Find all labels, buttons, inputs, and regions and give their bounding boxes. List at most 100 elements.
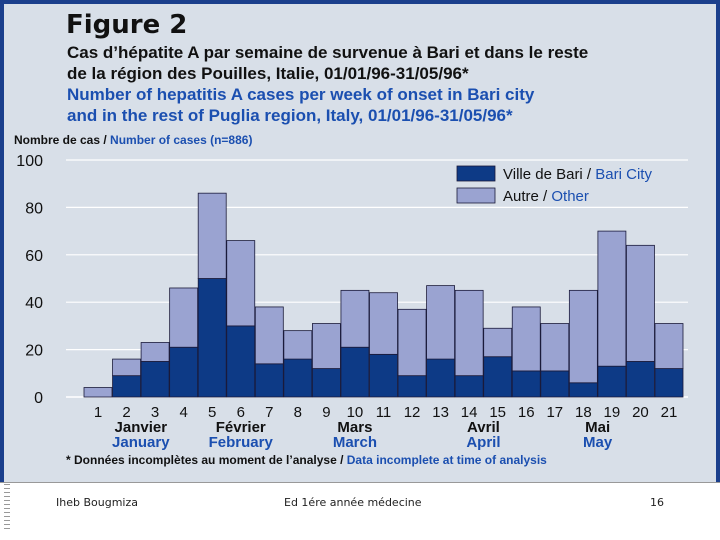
bar-other-week-11 bbox=[369, 292, 398, 355]
x-tick-label: 9 bbox=[322, 404, 330, 421]
bar-other-week-4 bbox=[169, 287, 199, 348]
x-tick-label: 4 bbox=[179, 404, 187, 421]
bar-other-week-7 bbox=[254, 306, 284, 365]
x-tick-label: 16 bbox=[518, 404, 535, 421]
y-axis-label-fr: Nombre de cas / bbox=[14, 133, 111, 147]
subtitle-en-line-1: Number of hepatitis A cases per week of … bbox=[67, 85, 535, 104]
x-tick-label: 3 bbox=[151, 404, 159, 421]
month-label-fr: Février bbox=[216, 419, 266, 436]
month-label-fr: Janvier bbox=[115, 419, 168, 436]
x-tick-label: 17 bbox=[546, 404, 563, 421]
slide-right-border bbox=[716, 0, 720, 482]
footer-divider bbox=[0, 482, 720, 483]
bar-bari-week-9 bbox=[311, 368, 341, 398]
month-label-fr: Avril bbox=[467, 419, 500, 436]
footer-page-number: 16 bbox=[650, 496, 664, 509]
bar-other-week-15 bbox=[483, 327, 513, 358]
legend-label-fr: Ville de Bari / bbox=[503, 166, 595, 183]
legend-label-en: Bari City bbox=[595, 166, 652, 183]
bar-other-week-20 bbox=[626, 244, 655, 362]
x-tick-label: 6 bbox=[237, 404, 245, 421]
bar-bari-week-19 bbox=[597, 365, 627, 398]
month-label-fr: Mai bbox=[585, 419, 610, 436]
bar-bari-week-16 bbox=[511, 370, 541, 398]
bar-other-week-19 bbox=[597, 230, 627, 367]
bar-bari-week-21 bbox=[654, 368, 684, 398]
legend-label-en: Other bbox=[551, 188, 589, 205]
x-tick-label: 10 bbox=[347, 404, 364, 421]
footnote-en: Data incomplete at time of analysis bbox=[346, 453, 547, 467]
bar-other-week-18 bbox=[568, 289, 598, 384]
footer-course: Ed 1ére année médecine bbox=[284, 496, 422, 509]
x-tick-label: 5 bbox=[208, 404, 216, 421]
x-tick-label: 18 bbox=[575, 404, 592, 421]
x-tick-label: 2 bbox=[122, 404, 130, 421]
bar-other-week-10 bbox=[340, 289, 370, 348]
y-tick-label: 80 bbox=[25, 200, 43, 217]
footnote-fr: * Données incomplètes au moment de l’ana… bbox=[66, 453, 347, 467]
y-tick-label: 40 bbox=[25, 295, 43, 312]
bar-other-week-16 bbox=[511, 306, 541, 372]
bar-bari-week-14 bbox=[454, 375, 484, 398]
bar-bari-week-15 bbox=[483, 356, 513, 398]
figure-title: Figure 2 bbox=[66, 10, 188, 40]
legend-label-bari: Ville de Bari / Bari City bbox=[503, 166, 652, 183]
bar-other-week-14 bbox=[454, 289, 484, 377]
bar-other-week-13 bbox=[426, 285, 456, 360]
subtitle-en-line-2: and in the rest of Puglia region, Italy,… bbox=[67, 106, 513, 125]
x-tick-label: 12 bbox=[404, 404, 421, 421]
bar-bari-week-20 bbox=[626, 361, 655, 398]
month-label-en: March bbox=[333, 434, 377, 451]
bar-bari-week-13 bbox=[426, 358, 456, 398]
y-axis-label: Nombre de cas / Number of cases (n=886) bbox=[14, 133, 252, 147]
legend-label-other: Autre / Other bbox=[503, 188, 589, 205]
x-tick-label: 11 bbox=[376, 404, 392, 421]
bar-bari-week-8 bbox=[283, 358, 313, 398]
x-tick-label: 15 bbox=[489, 404, 506, 421]
bar-bari-week-6 bbox=[226, 325, 256, 398]
bar-bari-week-3 bbox=[140, 361, 170, 398]
bar-bari-week-4 bbox=[169, 346, 199, 398]
month-label-fr: Mars bbox=[337, 419, 372, 436]
x-tick-label: 21 bbox=[661, 404, 678, 421]
y-tick-label: 60 bbox=[25, 248, 43, 265]
x-tick-label: 1 bbox=[94, 404, 102, 421]
figure-panel bbox=[4, 4, 716, 482]
slide-top-border bbox=[0, 0, 720, 4]
x-tick-label: 19 bbox=[604, 404, 621, 421]
bar-other-week-2 bbox=[112, 358, 141, 377]
y-tick-label: 100 bbox=[16, 153, 43, 170]
month-label-en: April bbox=[466, 434, 500, 451]
bar-other-week-17 bbox=[540, 323, 570, 372]
footer-decoration bbox=[4, 484, 10, 530]
x-tick-label: 14 bbox=[461, 404, 478, 421]
slide-left-border bbox=[0, 0, 4, 482]
footer-author: Iheb Bougmiza bbox=[56, 496, 138, 509]
x-tick-label: 20 bbox=[632, 404, 649, 421]
y-tick-label: 0 bbox=[34, 390, 43, 407]
bar-bari-week-7 bbox=[254, 363, 284, 398]
y-axis-label-en: Number of cases (n=886) bbox=[110, 133, 253, 147]
bar-bari-week-12 bbox=[397, 375, 427, 398]
x-tick-label: 7 bbox=[265, 404, 273, 421]
legend-swatch-bari bbox=[456, 165, 496, 182]
bar-other-week-6 bbox=[226, 240, 256, 327]
bar-other-week-21 bbox=[654, 323, 684, 369]
bar-bari-week-10 bbox=[340, 346, 370, 398]
bar-bari-week-5 bbox=[197, 278, 227, 398]
month-label-en: January bbox=[112, 434, 170, 451]
subtitle-fr-line-2: de la région des Pouilles, Italie, 01/01… bbox=[67, 64, 469, 83]
bar-other-week-8 bbox=[283, 330, 313, 360]
bar-other-week-3 bbox=[140, 342, 170, 362]
x-tick-label: 13 bbox=[432, 404, 449, 421]
bar-bari-week-17 bbox=[540, 370, 570, 398]
month-label-en: February bbox=[209, 434, 274, 451]
bar-other-week-12 bbox=[397, 308, 427, 377]
bar-bari-week-18 bbox=[568, 382, 598, 398]
bar-bari-week-11 bbox=[369, 353, 398, 398]
x-tick-label: 8 bbox=[294, 404, 302, 421]
bar-bari-week-2 bbox=[112, 375, 141, 398]
bar-other-week-9 bbox=[311, 323, 341, 369]
legend-label-fr: Autre / bbox=[503, 188, 551, 205]
